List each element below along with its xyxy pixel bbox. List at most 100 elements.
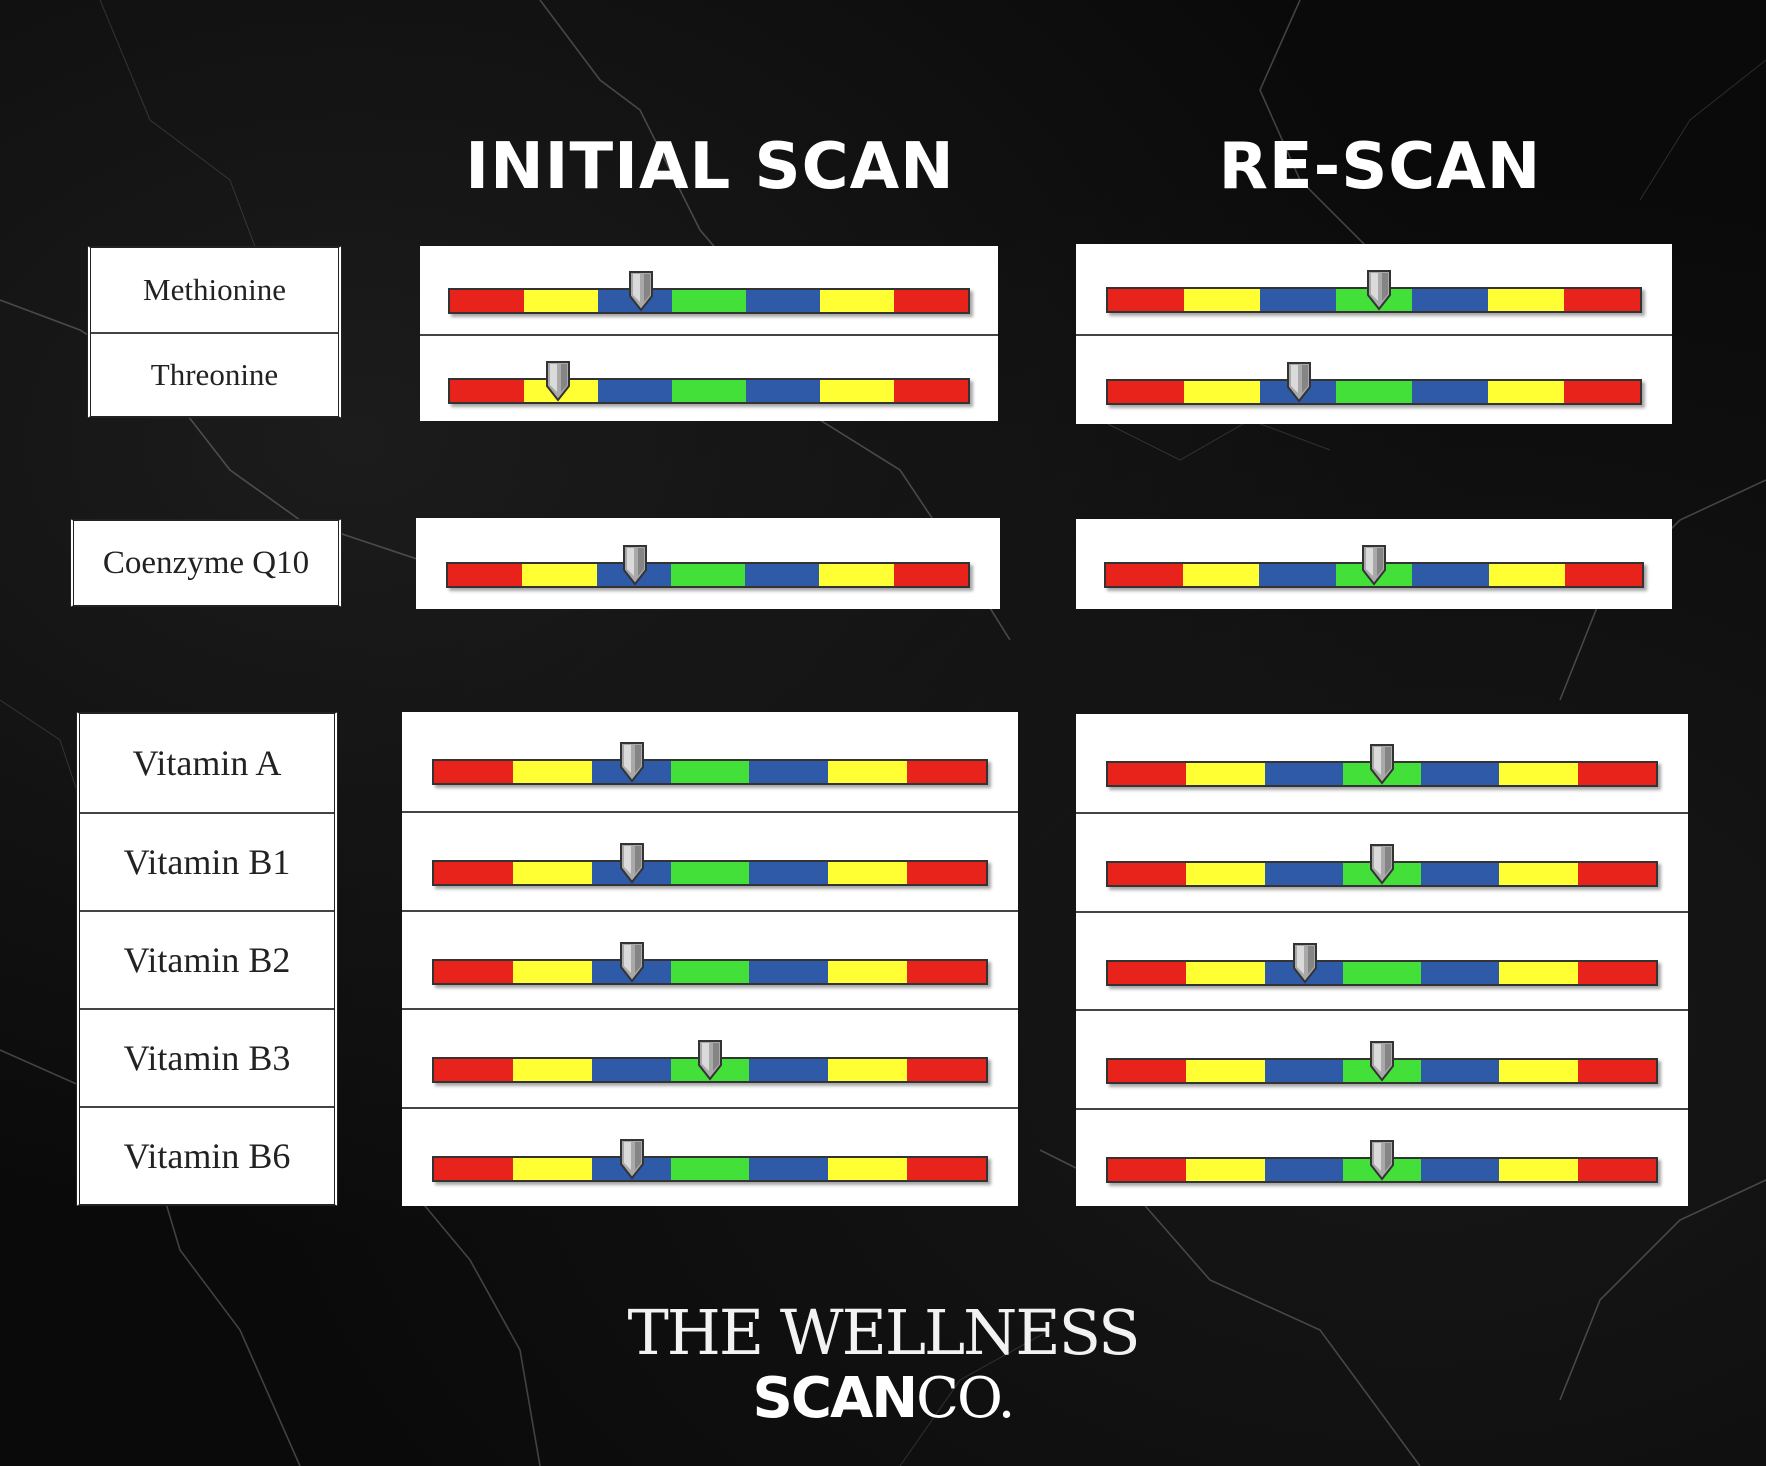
scale-segment: [1336, 381, 1412, 403]
scale-segment: [1499, 1060, 1578, 1083]
label-table-1: Coenzyme Q10: [70, 519, 342, 607]
scale-segment: [1106, 564, 1183, 586]
rescan-heading: RE-SCAN: [1218, 130, 1542, 204]
scale-segment: [1184, 381, 1260, 403]
logo-scan-text: SCAN: [752, 1366, 919, 1431]
scale-segment: [1421, 763, 1500, 785]
scale-segment: [1184, 289, 1260, 311]
rescan-row: [1076, 334, 1672, 424]
nutrient-label: Coenzyme Q10: [102, 544, 310, 581]
scale-segment: [1488, 289, 1564, 311]
logo-wordmark-bottom: SCANCO.: [0, 1366, 1766, 1431]
initial-scale-bar: [432, 1057, 988, 1084]
rescan-row: [1076, 910, 1688, 1009]
initial-scale-bar: [432, 1156, 988, 1183]
scale-segment: [907, 1158, 987, 1181]
initial-level-marker: [622, 545, 647, 586]
scale-segment: [450, 379, 524, 402]
rescan-scale-bar: [1106, 379, 1642, 405]
scale-segment: [1499, 863, 1578, 886]
scale-segment: [670, 960, 750, 983]
rescan-row: [1076, 714, 1688, 812]
scale-segment: [434, 960, 513, 983]
scale-segment: [672, 379, 746, 402]
scale-segment: [1564, 289, 1640, 311]
rescan-panel-0: [1076, 244, 1672, 424]
initial-scale-bar: [446, 562, 970, 588]
rescan-scale-bar: [1106, 1058, 1658, 1085]
scale-segment: [828, 960, 908, 983]
initial-level-marker: [629, 271, 654, 312]
scale-segment: [907, 761, 987, 783]
initial-scale-bar: [432, 859, 988, 886]
initial-scan-heading: INITIAL SCAN: [465, 130, 955, 204]
scale-segment: [1108, 863, 1187, 886]
nutrient-label: Vitamin B2: [80, 910, 334, 1008]
scale-segment: [522, 564, 597, 586]
scale-segment: [512, 960, 592, 983]
scale-segment: [512, 861, 592, 884]
rescan-level-marker: [1370, 1139, 1394, 1181]
scale-segment: [670, 761, 750, 783]
scale-segment: [1421, 863, 1500, 886]
scale-segment: [670, 861, 750, 884]
rescan-row: [1076, 1107, 1688, 1206]
logo-wordmark-top: THE WELLNESS: [627, 1296, 1140, 1369]
scale-segment: [672, 290, 746, 312]
scale-segment: [670, 1158, 750, 1181]
scale-segment: [1259, 564, 1336, 586]
scale-segment: [749, 960, 829, 983]
scale-segment: [1565, 564, 1643, 586]
scale-segment: [746, 290, 820, 312]
scale-segment: [434, 761, 513, 783]
rescan-row: [1076, 1009, 1688, 1107]
rescan-level-marker: [1286, 362, 1311, 403]
scale-segment: [1577, 863, 1656, 886]
nutrient-label: Methionine: [143, 272, 286, 307]
rescan-level-marker: [1292, 942, 1317, 984]
scale-segment: [749, 861, 829, 884]
scale-segment: [894, 379, 968, 402]
scale-segment: [524, 290, 598, 312]
label-table-0: Methionine Threonine: [87, 246, 342, 418]
initial-panel-0: [420, 246, 998, 421]
scale-segment: [1564, 381, 1640, 403]
initial-row: [402, 810, 1018, 910]
scale-segment: [1108, 763, 1187, 785]
scale-segment: [1488, 381, 1564, 403]
initial-level-marker: [698, 1040, 722, 1082]
scale-segment: [512, 1059, 592, 1082]
initial-level-marker: [545, 360, 570, 402]
scale-segment: [1264, 863, 1343, 886]
scale-segment: [1108, 1060, 1187, 1083]
scale-segment: [1421, 961, 1500, 984]
rescan-panel-1: [1076, 519, 1672, 609]
scale-segment: [1412, 289, 1488, 311]
scale-segment: [820, 290, 894, 312]
rescan-panel-2: [1076, 714, 1688, 1206]
scale-segment: [1186, 1060, 1265, 1083]
scale-segment: [512, 1158, 592, 1181]
scale-segment: [1488, 564, 1566, 586]
initial-row: [416, 518, 1000, 609]
scale-segment: [1108, 381, 1184, 403]
scale-segment: [1499, 763, 1578, 785]
scale-segment: [746, 379, 820, 402]
initial-row: [402, 909, 1018, 1009]
initial-row: [420, 246, 998, 334]
scale-segment: [1577, 1158, 1656, 1181]
rescan-row: [1076, 244, 1672, 334]
nutrient-label: Vitamin A: [132, 743, 282, 783]
scale-segment: [1186, 763, 1265, 785]
scale-segment: [745, 564, 820, 586]
scale-segment: [893, 564, 968, 586]
initial-scale-bar: [448, 288, 970, 314]
nutrient-label: Vitamin B6: [80, 1106, 334, 1204]
scale-segment: [1108, 1158, 1187, 1181]
initial-panel-1: [416, 518, 1000, 609]
scale-segment: [434, 1158, 513, 1181]
initial-row: [402, 1008, 1018, 1107]
scale-segment: [434, 861, 513, 884]
scale-segment: [1264, 763, 1343, 785]
scale-segment: [749, 1158, 829, 1181]
